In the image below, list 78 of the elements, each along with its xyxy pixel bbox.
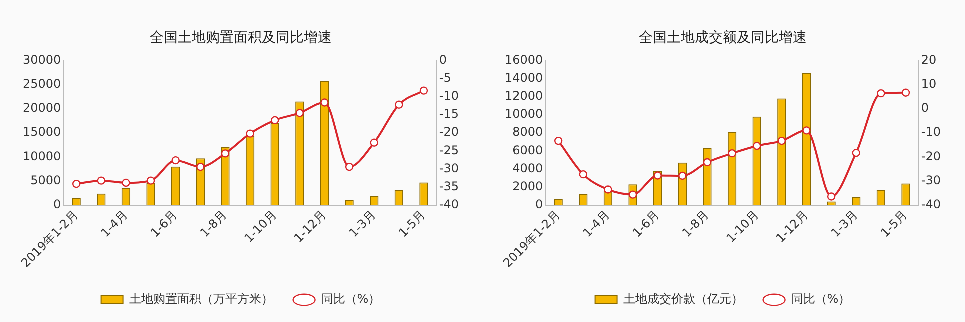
point	[271, 116, 280, 125]
y2-tick-label: -25	[439, 143, 460, 158]
point	[196, 162, 205, 172]
point	[97, 176, 106, 185]
y-tick-label: 0	[536, 198, 544, 212]
x-tick-label: 1-5月	[396, 208, 428, 240]
y2-tick-label: -35	[439, 179, 460, 194]
y2-tick-label: -40	[439, 198, 460, 212]
y-tick-label: 10000	[22, 149, 62, 164]
legend-label: 同比（%）	[791, 292, 851, 306]
point	[802, 126, 811, 135]
point	[345, 162, 354, 172]
x-tick-label: 1-3月	[346, 208, 379, 240]
y2-tick-label: 10	[921, 77, 937, 92]
y-tick-label: 8000	[512, 125, 544, 140]
y2-tick-label: -10	[921, 125, 942, 140]
y-tick-label: 15000	[22, 125, 62, 140]
legend-label: 土地购置面积（万平方米）	[129, 292, 274, 306]
x-tick-label: 1-8月	[680, 208, 712, 240]
y2-tick-label: -20	[439, 125, 460, 140]
y2-tick-label: -20	[921, 149, 942, 164]
y-tick-label: 0	[54, 198, 62, 212]
y2-tick-label: 0	[921, 101, 930, 116]
point	[678, 172, 687, 180]
point	[420, 86, 428, 95]
x-tick-label: 1-4月	[98, 208, 131, 240]
point	[628, 190, 638, 199]
y2-tick-label: -30	[439, 161, 460, 176]
y2-tick-label: -5	[439, 71, 452, 85]
point	[654, 172, 662, 180]
y-tick-label: 10000	[504, 107, 544, 122]
point	[902, 88, 910, 97]
point	[554, 136, 563, 146]
y-tick-label: 12000	[504, 89, 544, 104]
point	[320, 98, 329, 107]
y-tick-label: 20000	[22, 101, 62, 116]
point	[728, 149, 736, 158]
x-tick-label: 1-8月	[198, 208, 230, 240]
y-tick-label: 30000	[22, 52, 62, 67]
chart-title: 全国土地成交额及同比增速	[639, 30, 807, 46]
x-tick-label: 1-4月	[580, 208, 613, 240]
point	[579, 170, 588, 179]
y2-tick-label: -40	[921, 198, 942, 212]
point	[753, 142, 762, 150]
point	[778, 136, 786, 146]
y-tick-label: 4000	[512, 161, 544, 176]
chart-title: 全国土地购置面积及同比增速	[150, 30, 332, 46]
x-tick-label: 1-6月	[630, 208, 662, 240]
y-tick-label: 6000	[512, 143, 544, 158]
point	[221, 150, 230, 158]
point	[703, 158, 712, 167]
x-tick-label: 1-6月	[148, 208, 180, 240]
point	[852, 149, 860, 158]
point	[827, 192, 836, 201]
y2-tick-label: 20	[921, 52, 937, 67]
y2-tick-label: -30	[921, 173, 942, 188]
x-tick-label: 1-3月	[828, 208, 861, 240]
point	[172, 156, 180, 165]
legend-label: 土地成交价款（亿元）	[623, 292, 744, 306]
point	[395, 100, 404, 109]
point	[370, 138, 378, 147]
y-tick-label: 16000	[504, 52, 544, 67]
point	[604, 186, 612, 194]
point	[122, 178, 130, 188]
point	[146, 176, 156, 185]
y2-tick-label: 0	[439, 52, 448, 67]
y2-tick-label: -15	[439, 107, 460, 122]
x-tick-label: 1-5月	[878, 208, 910, 240]
point	[246, 130, 254, 138]
y2-tick-label: -10	[439, 89, 460, 104]
y-tick-label: 5000	[30, 173, 62, 188]
y-tick-label: 25000	[22, 77, 62, 92]
point	[72, 180, 81, 188]
point	[296, 109, 304, 118]
y-tick-label: 14000	[504, 71, 544, 85]
y-tick-label: 2000	[512, 179, 544, 194]
legend-label: 同比（%）	[321, 292, 381, 306]
point	[877, 89, 886, 98]
